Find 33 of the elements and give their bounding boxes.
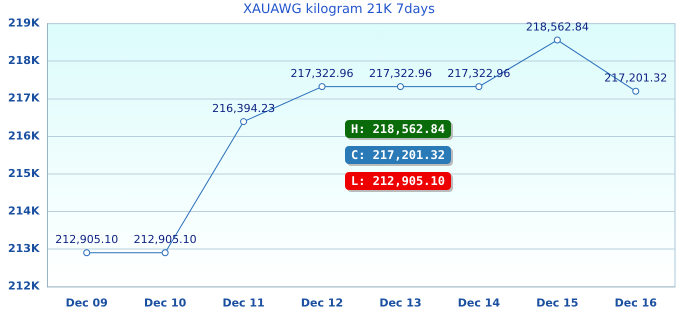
data-label: 217,322.96: [368, 67, 432, 80]
data-label: 216,394.23: [212, 102, 276, 115]
y-tick-label: 219K: [8, 16, 40, 30]
x-tick-label: Dec 16: [614, 296, 658, 310]
y-tick-label: 213K: [8, 242, 40, 256]
point: [240, 118, 248, 126]
x-tick-label: Dec 10: [144, 296, 187, 310]
annotation: L: 212,905.10: [345, 172, 451, 190]
data-label: 217,322.96: [290, 67, 354, 80]
y-tick-label: 214K: [8, 204, 40, 218]
annotation: C: 217,201.32: [345, 146, 451, 164]
y-tick-label: 217K: [8, 92, 40, 105]
x-tick-label: Dec 12: [300, 296, 344, 310]
chart-title: XAUAWG kilogram 21K 7days: [243, 2, 436, 18]
x-tick-label: Dec 15: [536, 296, 578, 310]
x-tick-label: Dec 11: [222, 296, 265, 310]
y-tick-label: 212K: [8, 280, 40, 293]
data-label: 212,905.10: [55, 233, 118, 246]
y-tick-label: 215K: [8, 166, 40, 180]
point: [396, 83, 404, 90]
annotation: H: 218,562.84: [345, 120, 451, 138]
point: [632, 88, 640, 95]
y-tick-label: 218K: [8, 54, 40, 68]
x-tick-label: Dec 09: [66, 296, 108, 310]
point: [554, 36, 561, 44]
point: [83, 249, 90, 256]
point: [475, 83, 482, 90]
x-tick-label: Dec 13: [379, 296, 422, 310]
point: [318, 83, 326, 90]
y-tick-label: 216K: [8, 129, 40, 142]
data-label: 218,562.84: [526, 20, 589, 34]
point: [162, 249, 169, 256]
x-tick-label: Dec 14: [458, 296, 500, 310]
